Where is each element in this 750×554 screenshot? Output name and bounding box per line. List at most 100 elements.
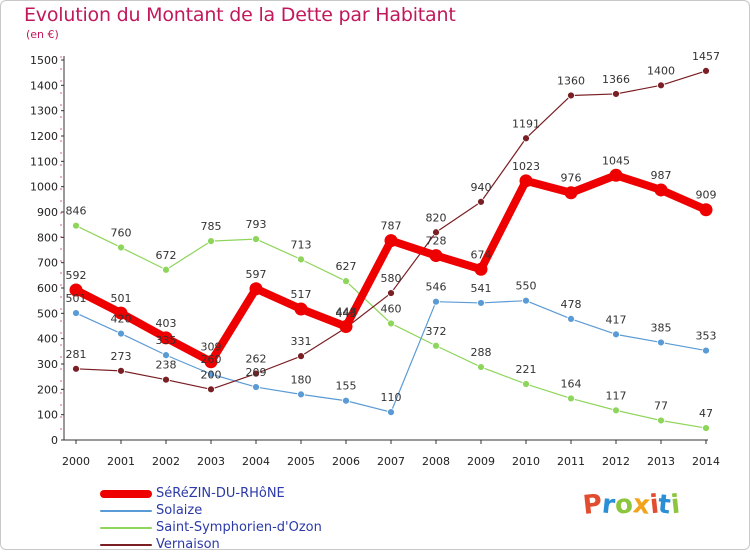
- legend-swatch: [100, 510, 152, 512]
- data-label: 672: [156, 249, 177, 262]
- data-label: 372: [426, 325, 447, 338]
- data-point: [297, 390, 305, 399]
- data-label: 550: [516, 280, 537, 293]
- x-tick-label: 2001: [107, 455, 135, 468]
- data-label: 209: [246, 366, 267, 379]
- legend-label: Solaize: [156, 503, 203, 518]
- y-tick-label: 300: [37, 358, 58, 371]
- data-label: 1191: [512, 117, 540, 130]
- data-label: 1023: [512, 160, 540, 173]
- x-tick-label: 2006: [332, 455, 360, 468]
- data-label: 760: [111, 226, 132, 239]
- data-point: [387, 289, 395, 297]
- data-point: [609, 168, 623, 182]
- data-label: 597: [246, 268, 267, 281]
- data-label: 541: [471, 282, 492, 295]
- data-point: [702, 66, 710, 75]
- data-label: 1360: [557, 74, 585, 87]
- data-point: [567, 315, 575, 323]
- data-label: 1366: [602, 73, 630, 86]
- data-point: [432, 341, 440, 350]
- data-point: [117, 366, 125, 375]
- y-tick-label: 1100: [30, 155, 58, 168]
- data-point: [342, 277, 350, 286]
- series-0: [69, 168, 713, 369]
- data-label: 260: [201, 353, 222, 366]
- data-point: [207, 237, 215, 246]
- y-tick-label: 500: [37, 307, 58, 320]
- data-point: [117, 329, 125, 338]
- data-label: 164: [561, 377, 582, 390]
- data-label: 1400: [647, 64, 675, 77]
- y-tick-label: 400: [37, 333, 58, 346]
- logo-letter: i: [669, 489, 682, 521]
- unit-label: (en €): [26, 28, 59, 41]
- data-point: [297, 255, 305, 264]
- data-point: [477, 299, 485, 307]
- data-point: [657, 416, 665, 425]
- data-label: 580: [381, 272, 402, 285]
- data-point: [162, 265, 170, 274]
- data-label: 976: [561, 172, 582, 185]
- data-point: [522, 134, 530, 143]
- data-label: 728: [426, 235, 447, 248]
- x-tick-label: 2007: [377, 455, 405, 468]
- data-label: 288: [471, 346, 492, 359]
- data-label: 155: [336, 380, 357, 393]
- data-label: 47: [699, 407, 713, 420]
- data-label: 627: [336, 260, 357, 273]
- data-label: 460: [381, 302, 402, 315]
- data-label: 309: [201, 341, 222, 354]
- y-tick-label: 1400: [30, 79, 58, 92]
- data-label: 353: [696, 330, 717, 343]
- data-point: [162, 351, 170, 360]
- data-point: [342, 396, 350, 405]
- data-point: [567, 91, 575, 100]
- x-tick-label: 2011: [557, 455, 585, 468]
- data-label: 501: [66, 292, 87, 305]
- legend-item: Solaize: [100, 503, 322, 520]
- data-point: [432, 297, 440, 306]
- data-label: 1457: [692, 50, 720, 63]
- data-label: 331: [291, 335, 312, 348]
- data-label: 501: [111, 292, 132, 305]
- data-label: 478: [561, 298, 582, 311]
- legend-label: Vernaison: [156, 537, 220, 552]
- data-point: [522, 296, 530, 305]
- data-label: 335: [156, 334, 177, 347]
- data-label: 238: [156, 359, 177, 372]
- data-label: 221: [516, 363, 537, 376]
- data-label: 940: [471, 181, 492, 194]
- x-tick-label: 2009: [467, 455, 495, 468]
- y-tick-label: 100: [37, 409, 58, 422]
- data-label: 417: [606, 313, 627, 326]
- data-point: [699, 203, 713, 217]
- legend-swatch: [100, 490, 152, 498]
- data-point: [474, 262, 488, 276]
- y-tick-label: 200: [37, 383, 58, 396]
- data-point: [117, 243, 125, 252]
- data-label: 273: [111, 350, 132, 363]
- data-label: 262: [246, 353, 267, 366]
- x-tick-label: 2004: [242, 455, 270, 468]
- data-label: 448: [336, 306, 357, 319]
- x-tick-label: 2014: [692, 455, 720, 468]
- data-label: 443: [336, 307, 357, 320]
- y-tick-label: 900: [37, 206, 58, 219]
- x-tick-label: 2010: [512, 455, 540, 468]
- data-point: [564, 186, 578, 200]
- legend-item: SéRéZIN-DU-RHôNE: [100, 486, 322, 503]
- data-point: [477, 197, 485, 206]
- data-label: 403: [156, 317, 177, 330]
- y-tick-label: 0: [51, 434, 58, 447]
- x-tick-label: 2008: [422, 455, 450, 468]
- data-point: [252, 383, 260, 391]
- legend-item: Vernaison: [100, 537, 322, 554]
- x-tick-label: 2000: [62, 455, 90, 468]
- data-label: 1045: [602, 154, 630, 167]
- x-tick-label: 2012: [602, 455, 630, 468]
- y-tick-label: 600: [37, 282, 58, 295]
- data-point: [162, 375, 170, 384]
- data-label: 909: [696, 189, 717, 202]
- legend-swatch: [100, 544, 152, 546]
